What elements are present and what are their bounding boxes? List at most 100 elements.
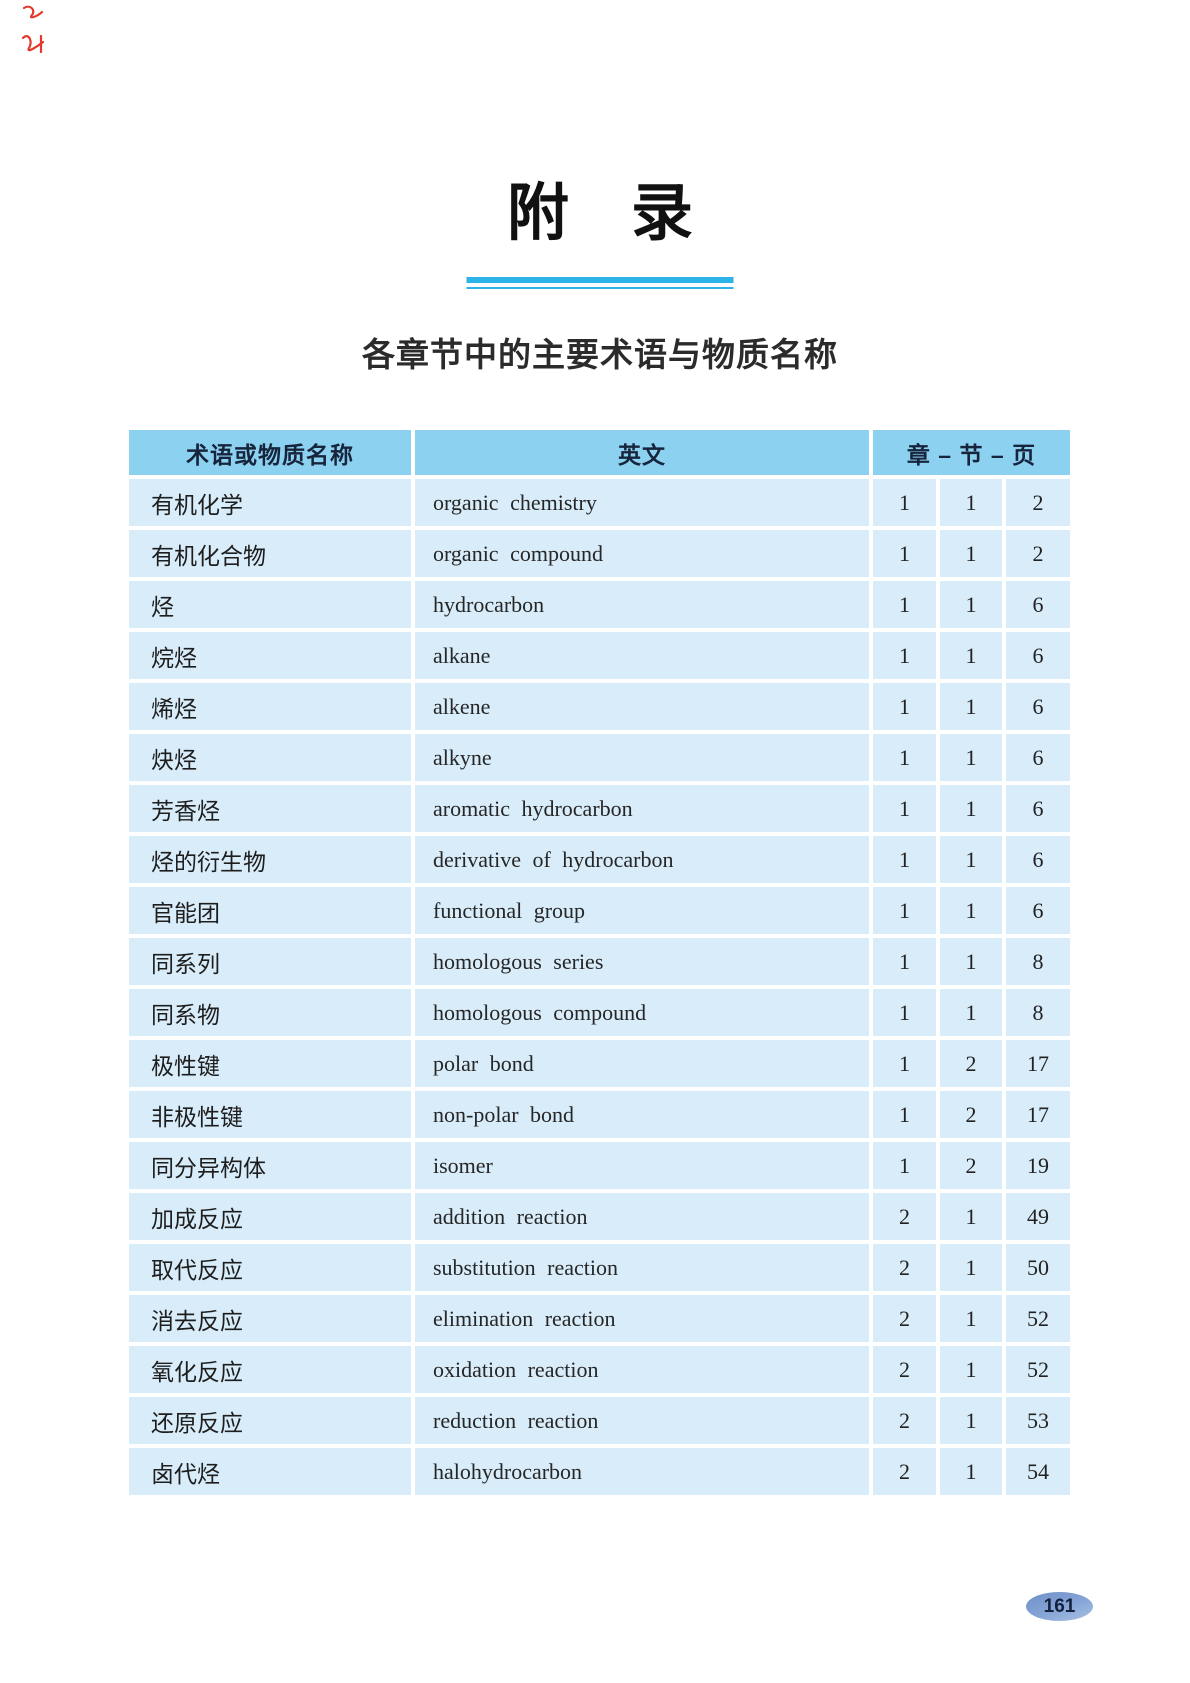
cell-english: derivative of hydrocarbon — [415, 836, 869, 883]
table-row: 同系物 homologous compound 1 1 8 — [129, 989, 1070, 1036]
cell-english: polar bond — [415, 1040, 869, 1087]
cell-chapter: 1 — [873, 785, 936, 832]
cell-section: 2 — [940, 1091, 1002, 1138]
table-row: 卤代烃 halohydrocarbon 2 1 54 — [129, 1448, 1070, 1495]
cell-chapter: 1 — [873, 938, 936, 985]
cell-chapter: 1 — [873, 734, 936, 781]
cell-term: 芳香烃 — [129, 785, 411, 832]
cell-term: 非极性键 — [129, 1091, 411, 1138]
col-header-term: 术语或物质名称 — [129, 430, 411, 475]
table-row: 芳香烃 aromatic hydrocarbon 1 1 6 — [129, 785, 1070, 832]
cell-section: 1 — [940, 734, 1002, 781]
cell-term: 烯烃 — [129, 683, 411, 730]
cell-page: 54 — [1006, 1448, 1070, 1495]
cell-page: 8 — [1006, 989, 1070, 1036]
cell-term: 极性键 — [129, 1040, 411, 1087]
cell-page: 6 — [1006, 734, 1070, 781]
cell-term: 同系列 — [129, 938, 411, 985]
cell-english: alkene — [415, 683, 869, 730]
cell-chapter: 1 — [873, 632, 936, 679]
cell-page: 52 — [1006, 1346, 1070, 1393]
table-row: 官能团 functional group 1 1 6 — [129, 887, 1070, 934]
cell-page: 50 — [1006, 1244, 1070, 1291]
cell-chapter: 2 — [873, 1193, 936, 1240]
cell-chapter: 2 — [873, 1346, 936, 1393]
cell-english: homologous compound — [415, 989, 869, 1036]
cell-section: 1 — [940, 836, 1002, 883]
cell-chapter: 2 — [873, 1397, 936, 1444]
table-row: 有机化合物 organic compound 1 1 2 — [129, 530, 1070, 577]
cell-term: 卤代烃 — [129, 1448, 411, 1495]
cell-section: 1 — [940, 1244, 1002, 1291]
divider-thin-line — [466, 287, 734, 289]
cell-term: 有机化学 — [129, 479, 411, 526]
cell-chapter: 1 — [873, 989, 936, 1036]
cell-section: 1 — [940, 1448, 1002, 1495]
page-title: 附 录 — [506, 180, 694, 248]
cell-english: functional group — [415, 887, 869, 934]
cell-section: 2 — [940, 1040, 1002, 1087]
table-row: 烷烃 alkane 1 1 6 — [129, 632, 1070, 679]
table-row: 有机化学 organic chemistry 1 1 2 — [129, 479, 1070, 526]
cell-page: 6 — [1006, 581, 1070, 628]
cell-page: 8 — [1006, 938, 1070, 985]
table-title: 各章节中的主要术语与物质名称 — [362, 336, 838, 373]
table-row: 取代反应 substitution reaction 2 1 50 — [129, 1244, 1070, 1291]
cell-section: 1 — [940, 581, 1002, 628]
cell-page: 19 — [1006, 1142, 1070, 1189]
cell-page: 2 — [1006, 530, 1070, 577]
divider-thick-line — [466, 277, 734, 283]
cell-section: 1 — [940, 1346, 1002, 1393]
cell-english: addition reaction — [415, 1193, 869, 1240]
cell-section: 1 — [940, 785, 1002, 832]
cell-english: non-polar bond — [415, 1091, 869, 1138]
table-row: 加成反应 addition reaction 2 1 49 — [129, 1193, 1070, 1240]
table-row: 氧化反应 oxidation reaction 2 1 52 — [129, 1346, 1070, 1393]
cell-term: 氧化反应 — [129, 1346, 411, 1393]
table-row: 非极性键 non-polar bond 1 2 17 — [129, 1091, 1070, 1138]
cell-english: homologous series — [415, 938, 869, 985]
cell-english: alkane — [415, 632, 869, 679]
cell-page: 17 — [1006, 1091, 1070, 1138]
cell-english: elimination reaction — [415, 1295, 869, 1342]
table-row: 炔烃 alkyne 1 1 6 — [129, 734, 1070, 781]
col-header-english: 英文 — [415, 430, 869, 475]
cell-section: 2 — [940, 1142, 1002, 1189]
cell-english: alkyne — [415, 734, 869, 781]
table-row: 还原反应 reduction reaction 2 1 53 — [129, 1397, 1070, 1444]
cell-page: 49 — [1006, 1193, 1070, 1240]
cell-chapter: 1 — [873, 581, 936, 628]
cell-section: 1 — [940, 530, 1002, 577]
cell-chapter: 1 — [873, 1142, 936, 1189]
cell-page: 6 — [1006, 836, 1070, 883]
page-number: 161 — [1043, 1596, 1076, 1617]
col-header-chapter-section-page: 章 – 节 – 页 — [873, 430, 1070, 475]
cell-term: 还原反应 — [129, 1397, 411, 1444]
cell-chapter: 2 — [873, 1448, 936, 1495]
table-row: 烯烃 alkene 1 1 6 — [129, 683, 1070, 730]
cell-term: 有机化合物 — [129, 530, 411, 577]
cell-section: 1 — [940, 1295, 1002, 1342]
cell-chapter: 1 — [873, 836, 936, 883]
cell-section: 1 — [940, 1397, 1002, 1444]
cell-page: 53 — [1006, 1397, 1070, 1444]
cell-page: 6 — [1006, 683, 1070, 730]
cell-chapter: 1 — [873, 683, 936, 730]
cell-term: 烷烃 — [129, 632, 411, 679]
cell-chapter: 1 — [873, 1040, 936, 1087]
table-row: 极性键 polar bond 1 2 17 — [129, 1040, 1070, 1087]
cell-page: 52 — [1006, 1295, 1070, 1342]
cell-english: aromatic hydrocarbon — [415, 785, 869, 832]
divider-gap — [466, 283, 734, 287]
cell-english: hydrocarbon — [415, 581, 869, 628]
cell-chapter: 1 — [873, 479, 936, 526]
cell-section: 1 — [940, 887, 1002, 934]
table-header-row: 术语或物质名称 英文 章 – 节 – 页 — [129, 430, 1070, 475]
table-row: 同分异构体 isomer 1 2 19 — [129, 1142, 1070, 1189]
table-row: 消去反应 elimination reaction 2 1 52 — [129, 1295, 1070, 1342]
cell-english: organic chemistry — [415, 479, 869, 526]
cell-term: 同系物 — [129, 989, 411, 1036]
cell-term: 烃 — [129, 581, 411, 628]
cell-chapter: 1 — [873, 530, 936, 577]
cell-chapter: 1 — [873, 887, 936, 934]
